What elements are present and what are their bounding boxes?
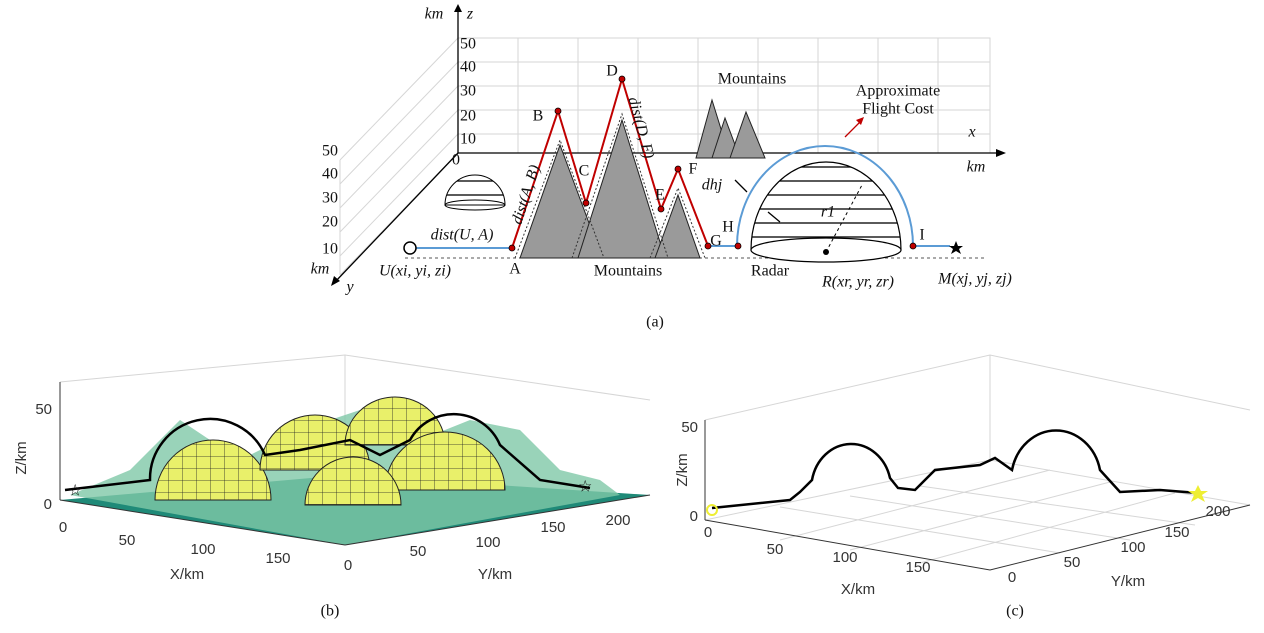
tick-label: 100 xyxy=(832,549,857,566)
tick-label: 0 xyxy=(344,557,352,574)
tick-label: 50 xyxy=(35,401,52,418)
point-label: F xyxy=(689,161,698,178)
axis-label: X/km xyxy=(170,566,204,583)
tick-label: 0 xyxy=(59,519,67,536)
point-label: D xyxy=(606,63,618,80)
tick-label: 40 xyxy=(460,59,476,76)
tick-label: 30 xyxy=(460,83,476,100)
tick-label: 150 xyxy=(265,550,290,567)
axis-name: z xyxy=(466,6,474,23)
tick-label: 100 xyxy=(1120,539,1145,556)
tick-label: 150 xyxy=(905,559,930,576)
tick-label: 30 xyxy=(322,190,338,207)
tick-label: 10 xyxy=(460,131,476,148)
axis-name: x xyxy=(967,124,975,141)
tick-label: 20 xyxy=(322,214,338,231)
axis-label: Y/km xyxy=(478,566,512,583)
annotation: dist(U, A) xyxy=(431,227,494,244)
axis-unit: km xyxy=(425,6,444,23)
point-label: C xyxy=(579,163,590,180)
tick-label: 50 xyxy=(767,541,784,558)
axis-label: Z/km xyxy=(674,453,691,486)
point-label: A xyxy=(509,261,521,278)
point-label: B xyxy=(533,108,544,125)
tick-label: 50 xyxy=(681,419,698,436)
tick-label: 50 xyxy=(322,143,338,160)
tick-label: 200 xyxy=(605,512,630,529)
axis-label: Y/km xyxy=(1111,573,1145,590)
axis-name: y xyxy=(344,279,354,296)
tick-label: 50 xyxy=(410,543,427,560)
tick-label: 50 xyxy=(460,36,476,53)
tick-label: 0 xyxy=(44,496,52,513)
point-label: H xyxy=(722,219,734,236)
tick-label: 10 xyxy=(322,241,338,258)
svg-text:☆: ☆ xyxy=(578,479,592,496)
point-label: E xyxy=(655,187,665,204)
axis-unit: km xyxy=(311,261,330,278)
annotation: U(xi, yi, zi) xyxy=(379,263,451,280)
annotation: R(xr, yr, zr) xyxy=(821,274,894,291)
annotation: Flight Cost xyxy=(862,101,934,118)
axis-label: Z/km xyxy=(13,441,30,474)
caption: (b) xyxy=(321,603,340,620)
radar-domes xyxy=(444,117,914,263)
annotation: Radar xyxy=(751,263,790,280)
axis-origin: 0 xyxy=(452,152,460,169)
axis-label: X/km xyxy=(841,581,875,598)
panel-b-plot: ☆ ☆ xyxy=(59,354,651,546)
tick-label: 200 xyxy=(1205,503,1230,520)
axis-unit: km xyxy=(967,159,986,176)
tick-label: 40 xyxy=(322,166,338,183)
tick-label: 0 xyxy=(690,508,698,525)
caption: (a) xyxy=(646,314,664,331)
tick-label: 100 xyxy=(190,541,215,558)
tick-label: 0 xyxy=(704,524,712,541)
annotation: Mountains xyxy=(594,263,662,280)
tick-label: 150 xyxy=(1164,524,1189,541)
mountains xyxy=(514,98,766,259)
svg-text:☆: ☆ xyxy=(68,483,82,500)
tick-label: 0 xyxy=(1008,569,1016,586)
tick-label: 50 xyxy=(1064,554,1081,571)
tick-label: 50 xyxy=(119,532,136,549)
caption: (c) xyxy=(1006,603,1024,620)
tick-label: 20 xyxy=(460,108,476,125)
annotation: Approximate xyxy=(856,83,940,100)
tick-label: 150 xyxy=(540,519,565,536)
annotation: Mountains xyxy=(718,71,786,88)
point-label: I xyxy=(919,227,924,244)
annotation: r1 xyxy=(821,204,835,221)
annotation: dhj xyxy=(702,177,723,194)
tick-label: 100 xyxy=(475,534,500,551)
point-label: G xyxy=(710,233,722,250)
panel-c-plot xyxy=(704,354,1251,571)
flight-path xyxy=(403,75,963,255)
annotation: M(xj, yj, zj) xyxy=(937,271,1012,288)
